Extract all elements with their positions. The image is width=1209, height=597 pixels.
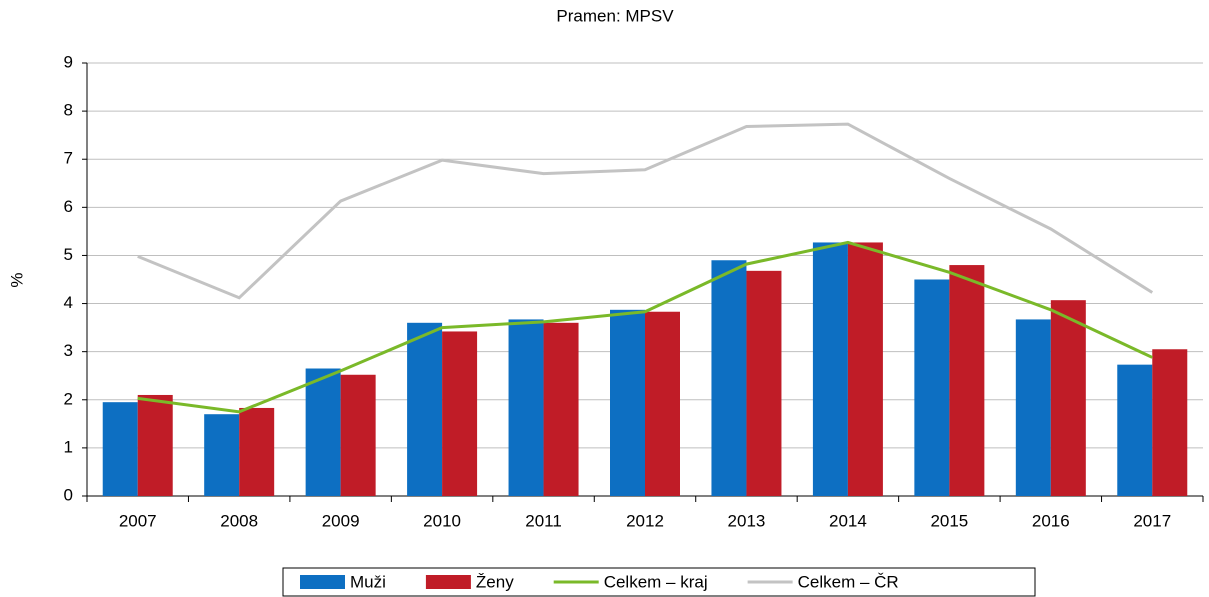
bar: [340, 374, 376, 496]
bar: [204, 414, 240, 496]
bar: [1117, 364, 1153, 496]
bar: [442, 331, 478, 496]
line-series: [137, 240, 1153, 414]
bar: [102, 402, 138, 496]
y-tick-label: 9: [64, 52, 73, 71]
y-axis-label: %: [7, 272, 26, 287]
bar: [543, 322, 579, 496]
x-tick-label: 2013: [728, 511, 766, 530]
y-tick-label: 2: [64, 389, 73, 408]
bar: [949, 265, 985, 496]
x-tick-label: 2014: [829, 511, 867, 530]
y-tick-label: 4: [64, 293, 73, 312]
bar: [305, 368, 341, 496]
legend-label: Celkem – ČR: [798, 572, 899, 591]
x-tick-label: 2012: [626, 511, 664, 530]
legend-swatch: [300, 575, 345, 589]
legend-swatch: [425, 575, 471, 589]
x-tick-label: 2015: [930, 511, 968, 530]
legend-label: Muži: [350, 572, 386, 591]
legend-label: Ženy: [476, 572, 514, 591]
bar: [1050, 300, 1086, 496]
x-tick-label: 2011: [525, 511, 562, 530]
x-tick-label: 2007: [119, 511, 157, 530]
bar: [407, 322, 443, 496]
x-tick-label: 2016: [1032, 511, 1070, 530]
x-tick-label: 2008: [220, 511, 258, 530]
x-tick-label: 2009: [322, 511, 360, 530]
bar: [508, 319, 544, 496]
y-tick-label: 8: [64, 101, 73, 120]
bar: [1152, 349, 1188, 496]
legend-box: [282, 567, 1036, 597]
line-series: [137, 122, 1154, 300]
bar: [239, 407, 275, 496]
bar: [812, 242, 848, 496]
y-tick-label: 0: [64, 485, 73, 504]
y-tick-label: 1: [64, 437, 73, 456]
bar: [645, 311, 680, 496]
bar: [847, 242, 883, 496]
chart-subtitle: Pramen: MPSV: [556, 6, 674, 25]
y-tick-label: 7: [64, 149, 73, 168]
bar: [610, 309, 645, 496]
y-tick-label: 3: [64, 341, 73, 360]
bar: [1015, 319, 1051, 496]
bar: [137, 394, 173, 496]
x-tick-label: 2010: [423, 511, 461, 530]
y-tick-label: 5: [64, 245, 73, 264]
x-tick-label: 2017: [1133, 511, 1171, 530]
bar: [711, 260, 747, 496]
bar: [914, 279, 950, 496]
legend: Muži Ženy Celkem – kraj Celkem – ČR: [282, 567, 1036, 597]
legend-label: Celkem – kraj: [604, 572, 708, 591]
y-tick-label: 6: [64, 197, 73, 216]
bar: [746, 270, 782, 496]
